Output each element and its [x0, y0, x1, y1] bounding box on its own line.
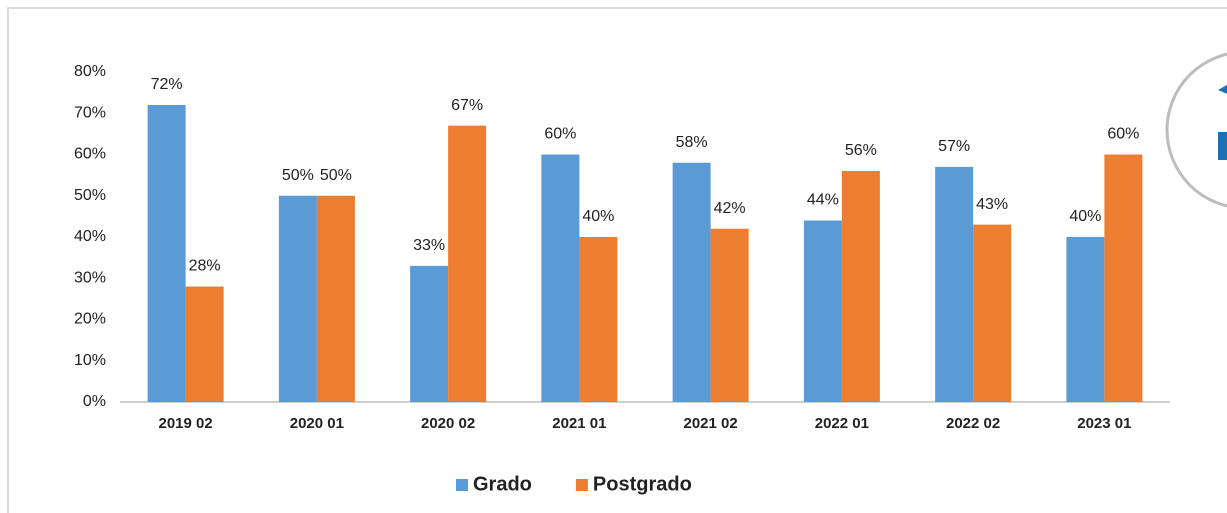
data-label: 60% [544, 126, 576, 143]
data-label: 56% [845, 142, 877, 159]
y-tick-label: 80% [74, 63, 106, 80]
bar [278, 195, 317, 402]
legend-swatch [575, 479, 588, 491]
bar [147, 105, 186, 402]
chart-frame [7, 7, 1227, 513]
bar [185, 286, 224, 402]
bar [710, 228, 749, 402]
legend-swatch [456, 479, 468, 491]
legend-label: Postgrado [593, 473, 692, 495]
logo-glyph [1218, 84, 1227, 94]
bar [541, 154, 580, 402]
x-tick-label: 2021 02 [684, 415, 738, 432]
data-label: 57% [938, 138, 970, 155]
y-tick-label: 70% [74, 104, 106, 121]
bar [579, 237, 618, 402]
bar [448, 125, 487, 402]
x-tick-label: 2019 02 [159, 415, 213, 432]
x-tick-label: 2020 01 [290, 415, 344, 432]
x-tick-label: 2022 01 [815, 415, 869, 432]
bar [316, 195, 355, 402]
bar [410, 265, 449, 402]
data-label: 60% [1107, 126, 1139, 143]
x-tick-label: 2022 02 [946, 415, 1000, 432]
bar [1104, 154, 1143, 402]
data-label: 40% [582, 208, 614, 225]
bar [672, 162, 711, 402]
y-tick-label: 50% [74, 187, 106, 204]
data-label: 33% [413, 237, 445, 254]
data-label: 44% [807, 192, 839, 209]
y-tick-label: 10% [74, 352, 106, 369]
data-label: 50% [282, 167, 314, 184]
logo-glyph [1218, 132, 1227, 160]
bar [935, 166, 974, 402]
x-tick-label: 2021 01 [552, 415, 606, 432]
x-tick-label: 2020 02 [421, 415, 475, 432]
data-label: 67% [451, 97, 483, 114]
data-label: 58% [676, 134, 708, 151]
y-tick-label: 30% [74, 269, 106, 286]
data-label: 28% [189, 258, 221, 275]
logo-circle [1165, 52, 1227, 208]
legend-label: Grado [473, 473, 532, 495]
data-label: 42% [714, 200, 746, 217]
x-tick-label: 2023 01 [1077, 415, 1131, 432]
data-label: 40% [1069, 208, 1101, 225]
bar [803, 220, 842, 402]
y-tick-label: 60% [74, 146, 106, 163]
y-tick-label: 40% [74, 228, 106, 245]
y-tick-label: 20% [74, 311, 106, 328]
data-label: 43% [976, 196, 1008, 213]
y-tick-label: 0% [83, 393, 106, 410]
bar [973, 224, 1012, 402]
bar [841, 171, 880, 402]
data-label: 50% [320, 167, 352, 184]
data-label: 72% [151, 76, 183, 93]
bar [1066, 237, 1105, 402]
